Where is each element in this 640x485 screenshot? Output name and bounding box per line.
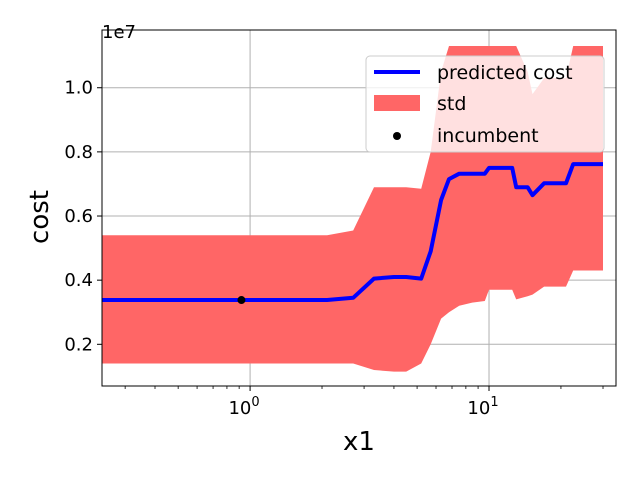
y-tick-label: 0.6: [64, 206, 93, 227]
y-axis-label: cost: [25, 190, 55, 244]
y-tick-label: 0.2: [64, 334, 93, 355]
legend-band-swatch: [374, 95, 420, 111]
legend-box: [365, 55, 605, 153]
predicted-cost-path: [102, 162, 603, 302]
x-axis-label: x1: [343, 427, 375, 457]
y-tick-label: 0.4: [64, 270, 93, 291]
plot-frame: [101, 29, 617, 387]
x-tick-exponent: 0: [251, 395, 259, 410]
incumbent-points: [237, 296, 246, 305]
legend-point-swatch: [393, 132, 401, 140]
predicted-cost-line: [102, 162, 603, 302]
legend: predicted cost std incumbent: [365, 55, 605, 153]
legend-label-std: std: [437, 93, 466, 115]
y-tick-label: 0.8: [64, 142, 93, 163]
x-tick-exponent: 1: [490, 395, 498, 410]
legend-label-incumbent: incumbent: [437, 125, 539, 147]
y-offset-label: 1e7: [102, 22, 136, 43]
y-tick-label: 1.0: [64, 78, 93, 99]
legend-label-predicted-cost: predicted cost: [437, 62, 573, 84]
incumbent-point: [237, 296, 246, 305]
